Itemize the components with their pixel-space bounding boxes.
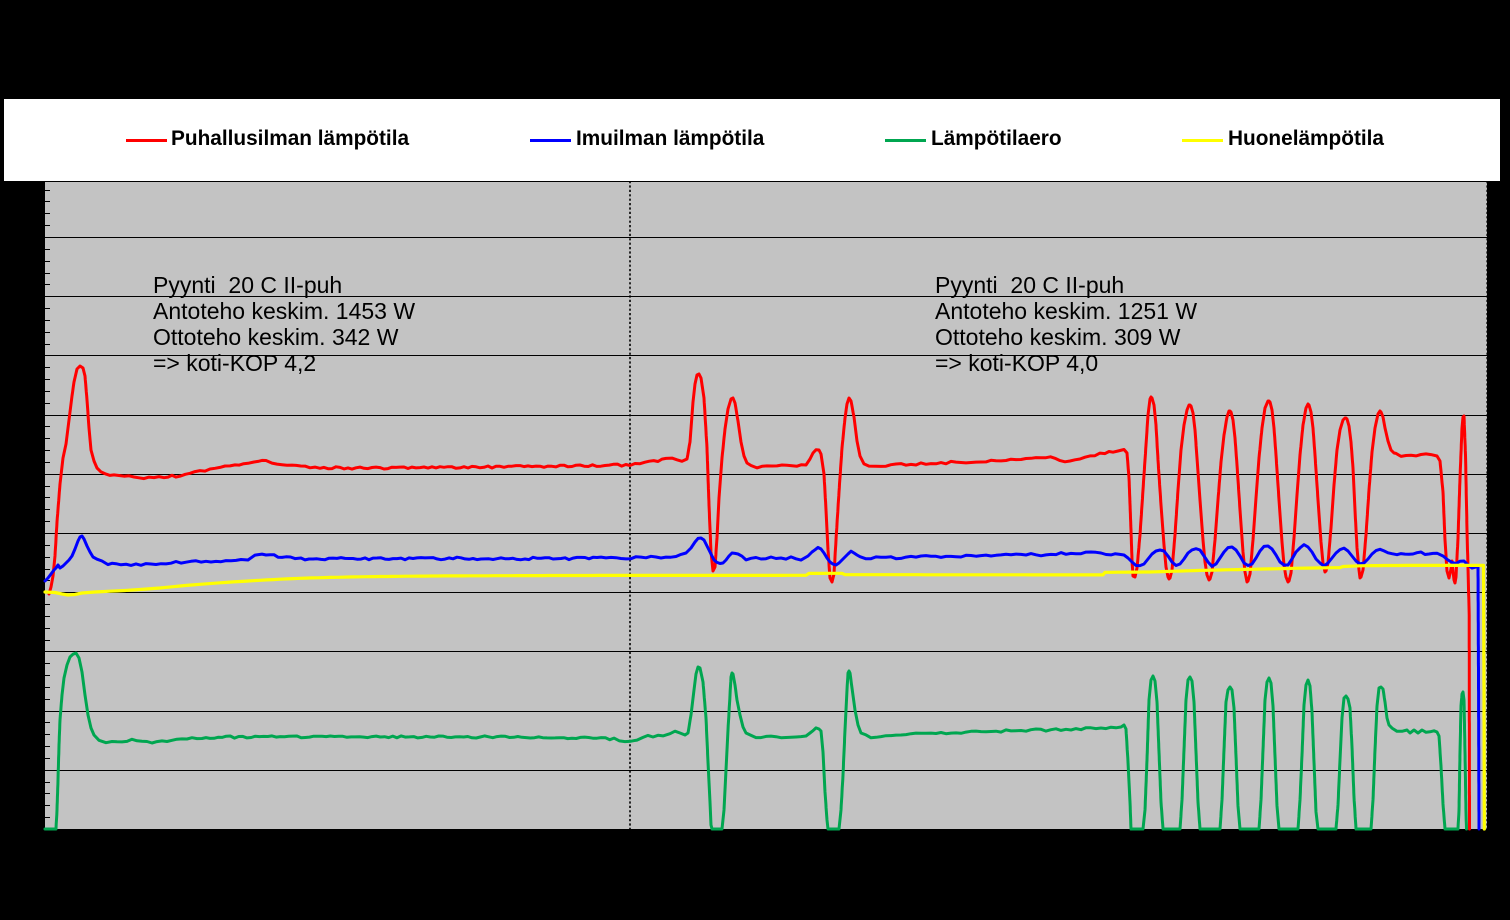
svg-text:Pyynti 20 C II-puh: Pyynti 20 C II-puh bbox=[935, 272, 1124, 298]
svg-text:Antoteho keskim. 1453 W: Antoteho keskim. 1453 W bbox=[153, 298, 415, 324]
svg-text:=> koti-KOP 4,2: => koti-KOP 4,2 bbox=[153, 350, 316, 376]
svg-text:Pyynti 20 C II-puh: Pyynti 20 C II-puh bbox=[153, 272, 342, 298]
svg-text:Ottoteho keskim. 309 W: Ottoteho keskim. 309 W bbox=[935, 324, 1181, 350]
svg-text:=> koti-KOP 4,0: => koti-KOP 4,0 bbox=[935, 350, 1098, 376]
svg-text:Antoteho keskim. 1251 W: Antoteho keskim. 1251 W bbox=[935, 298, 1197, 324]
svg-text:Ottoteho keskim. 342 W: Ottoteho keskim. 342 W bbox=[153, 324, 399, 350]
